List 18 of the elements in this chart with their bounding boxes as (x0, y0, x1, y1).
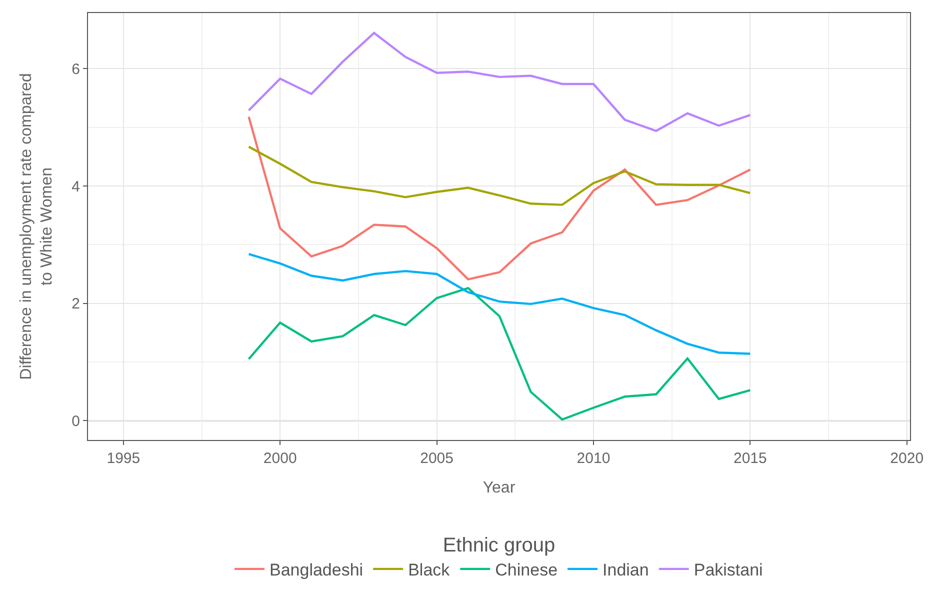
x-tick-label: 1995 (106, 450, 140, 467)
x-tick-label: 2015 (733, 450, 767, 467)
legend-label: Bangladeshi (270, 560, 364, 580)
legend-label: Chinese (495, 560, 558, 580)
x-tick-label: 2010 (576, 450, 610, 467)
legend-label: Indian (602, 560, 649, 580)
x-axis-title: Year (482, 480, 516, 497)
y-tick-label: 2 (72, 296, 80, 313)
legend-label: Pakistani (694, 560, 763, 580)
legend-title: Ethnic group (442, 534, 556, 556)
x-tick-label: 2020 (890, 450, 924, 467)
y-axis-title: Difference in unemployment rate compared to White Women (18, 73, 56, 380)
x-tick-label: 2005 (420, 450, 454, 467)
legend-label: Black (408, 560, 450, 580)
y-tick-label: 0 (72, 412, 80, 430)
y-tick-label: 6 (72, 60, 80, 78)
x-tick-label: 2000 (263, 450, 297, 467)
y-tick-label: 4 (72, 178, 80, 196)
